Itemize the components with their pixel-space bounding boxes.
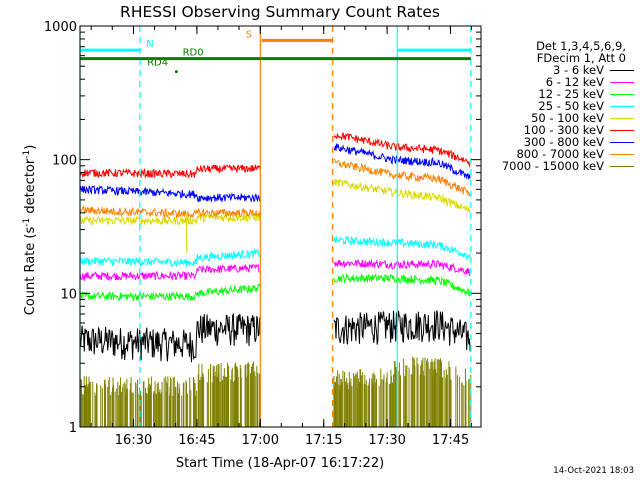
legend-swatch — [610, 106, 634, 107]
legend-entry-label: 300 - 800 keV — [523, 135, 604, 149]
flag-label-s: S — [246, 29, 252, 40]
chart-title: RHESSI Observing Summary Count Rates — [120, 3, 440, 21]
x-tick-label: 16:30 — [115, 433, 152, 448]
legend-swatch — [610, 118, 634, 119]
x-axis-label: Start Time (18-Apr-07 16:17:22) — [176, 456, 384, 471]
x-tick-label: 17:00 — [242, 433, 279, 448]
rd4-dot — [174, 70, 178, 74]
legend-entry-label: 3 - 6 keV — [553, 63, 604, 77]
x-tick-label: 17:15 — [305, 433, 342, 448]
legend-entry: 800 - 7000 keV — [478, 148, 638, 160]
legend-entry-label: 12 - 25 keV — [538, 87, 604, 101]
series-line — [333, 310, 471, 352]
y-tick-label: 1 — [69, 421, 77, 436]
series-line — [79, 212, 261, 227]
series-line — [333, 143, 471, 180]
legend-swatch — [610, 130, 634, 131]
y-axis-label-part: detector — [23, 158, 38, 218]
legend-entry: 3 - 6 keV — [478, 64, 638, 76]
y-axis-label-part: Count Rate (s — [23, 227, 38, 316]
series-line — [79, 312, 261, 363]
footer-date: 14-Oct-2021 18:03 — [553, 466, 634, 476]
legend-entry-label: 25 - 50 keV — [538, 99, 604, 113]
legend-entry: 300 - 800 keV — [478, 136, 638, 148]
legend-entry: 50 - 100 keV — [478, 112, 638, 124]
legend-entry: 6 - 12 keV — [478, 76, 638, 88]
series-line — [79, 164, 261, 179]
x-tick-label: 17:45 — [432, 433, 469, 448]
legend-entry-label: 7000 - 15000 keV — [501, 159, 604, 173]
series-line — [79, 185, 261, 204]
series-12-25-kev — [79, 272, 471, 302]
legend-swatch — [610, 166, 634, 167]
plot-frame — [79, 25, 482, 428]
x-tick-label: 17:30 — [368, 433, 405, 448]
legend-swatch — [610, 70, 634, 71]
legend-entry-label: 100 - 300 keV — [523, 123, 604, 137]
series-line — [333, 235, 471, 261]
y-tick-label: 10 — [60, 287, 77, 302]
legend-swatch — [610, 94, 634, 95]
series-line — [333, 132, 471, 169]
series-line — [333, 258, 471, 277]
legend-swatch — [610, 82, 634, 83]
series-line — [333, 272, 471, 297]
flag-label-n: N — [146, 39, 153, 50]
legend-entry: 25 - 50 keV — [478, 100, 638, 112]
flag-label-rd0: RD0 — [183, 48, 204, 59]
y-axis-label: Count Rate (s-1 detector-1) — [22, 145, 38, 316]
series-50-100-kev — [79, 178, 471, 227]
legend-header-line: Det 1,3,4,5,6,9, — [536, 39, 626, 53]
x-axis-ticks: 16:30 16:45 17:00 17:15 17:30 17:45 — [90, 26, 472, 448]
legend-entry: 7000 - 15000 keV — [478, 160, 638, 172]
legend-swatch — [610, 142, 634, 143]
series-25-50-kev — [79, 235, 471, 268]
legend-entry-label: 50 - 100 keV — [531, 111, 604, 125]
legend-header-line: FDecim 1, Att 0 — [536, 51, 626, 65]
series-line — [333, 158, 471, 197]
legend-entry: 100 - 300 keV — [478, 124, 638, 136]
legend-entry: 12 - 25 keV — [478, 88, 638, 100]
y-tick-label: 100 — [52, 154, 77, 169]
series-3-6-kev — [79, 310, 471, 363]
series-100-300-kev — [79, 132, 471, 179]
x-tick-label: 16:45 — [178, 433, 215, 448]
legend-entry-label: 800 - 7000 keV — [516, 147, 604, 161]
y-axis-label-sup: -1 — [22, 150, 32, 159]
y-axis-ticks: 1 10 100 1000 — [44, 20, 481, 436]
series-7000-15000-kev — [79, 356, 472, 427]
series-800-7000-kev — [79, 158, 471, 219]
series-line — [333, 178, 471, 214]
series-6-12-kev — [79, 258, 471, 282]
legend-swatch — [610, 154, 634, 155]
flag-bars: N S RD0 RD4 — [80, 29, 471, 74]
legend-entries: 3 - 6 keV 6 - 12 keV 12 - 25 keV 25 - 50 ke… — [478, 64, 638, 172]
y-axis-label-part: ) — [23, 145, 38, 150]
flag-label-rd4: RD4 — [147, 58, 168, 69]
vertical-markers — [79, 26, 472, 427]
legend: Det 1,3,4,5,6,9, FDecim 1, Att 0 3 - 6 k… — [478, 40, 638, 172]
series-line — [79, 247, 261, 268]
series-300-800-kev — [79, 143, 471, 204]
series-line — [79, 263, 260, 282]
y-axis-label-sup: -1 — [22, 218, 32, 227]
legend-entry-label: 6 - 12 keV — [545, 75, 604, 89]
y-tick-label: 1000 — [44, 20, 77, 35]
series-line — [79, 283, 261, 302]
series-layer — [79, 132, 472, 427]
series-line — [79, 205, 261, 219]
